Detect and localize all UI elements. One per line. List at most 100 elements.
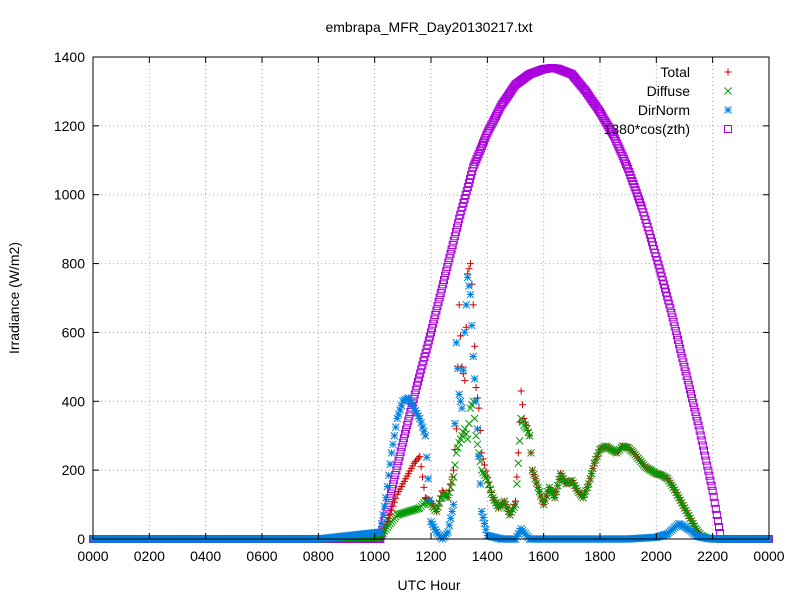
data-point [472,155,481,164]
data-point [616,147,625,156]
data-point [513,532,521,541]
x-tick-label: 2200 [697,548,728,564]
y-tick-label: 600 [62,324,86,340]
data-point [476,457,485,466]
data-point [669,317,678,326]
data-point [405,412,414,421]
data-point [684,380,693,389]
data-point [390,498,398,506]
data-point [525,431,534,440]
x-tick-label: 1400 [472,548,503,564]
data-point [453,223,461,232]
data-point [424,336,433,345]
data-point [456,397,465,406]
x-tick-label: 1600 [528,548,559,564]
data-point [470,414,479,423]
data-point [429,523,438,531]
data-point [611,134,620,143]
data-point [400,508,409,517]
data-point [584,480,593,488]
data-point [620,157,629,166]
data-point [442,267,451,276]
data-point [465,265,473,273]
data-point [473,152,482,161]
data-point [513,480,521,488]
data-point [620,442,628,451]
x-tick-label: 0600 [246,548,277,564]
data-point [435,293,444,302]
legend-label: 1380*cos(zth) [604,121,690,137]
data-point [614,142,623,151]
data-point [587,469,596,478]
data-point [388,506,396,514]
data-point [703,461,712,470]
data-point [487,489,496,498]
data-point [619,154,628,163]
data-point [467,321,476,330]
legend-label: Total [660,64,690,80]
data-point [535,487,544,496]
data-point [384,471,393,480]
data-point [679,358,688,367]
data-point [414,412,423,420]
data-point [667,481,676,490]
x-tick-label: 1000 [359,548,390,564]
data-point [466,260,474,268]
data-point [395,452,404,461]
data-point [410,404,418,413]
data-point [421,348,430,357]
data-point [387,449,396,457]
data-point [480,519,489,528]
data-point [514,459,523,468]
data-point [472,397,480,406]
data-point [695,426,704,435]
data-point [483,476,492,485]
x-tick-label: 0200 [134,548,165,564]
data-point [415,373,424,382]
data-point [666,304,675,313]
data-point [612,137,621,146]
data-point [396,447,405,456]
data-point [622,159,630,168]
data-point [674,335,682,344]
data-point [676,344,685,353]
data-point [671,326,680,335]
legend-label: Diffuse [647,83,691,99]
data-point [391,423,400,431]
data-point [428,324,437,333]
data-point [683,376,692,385]
data-point [665,477,673,485]
data-point [384,498,393,507]
data-point [482,525,490,534]
data-point [404,416,413,425]
data-point [531,474,540,483]
data-point [529,470,538,479]
grid-lines [93,57,769,539]
data-point [653,470,662,478]
data-point [551,493,559,502]
data-point [411,386,420,395]
data-point [415,414,424,423]
data-point [404,507,413,516]
data-point [431,310,440,319]
data-point [445,254,454,263]
data-point [435,498,444,507]
data-point [413,409,421,418]
x-tick-label: 0000 [753,548,784,564]
data-point [419,357,428,366]
chart-title: embrapa_MFR_Day20130217.txt [325,19,532,35]
data-point [463,435,472,444]
data-point [417,463,425,471]
data-point [696,431,705,440]
data-point [697,436,706,445]
data-point [450,466,458,474]
data-point [449,473,458,481]
data-point [514,529,523,538]
data-point [589,464,597,473]
x-tick-label: 2000 [641,548,672,564]
data-point [411,505,420,514]
data-point [470,160,479,169]
data-point [473,440,482,449]
data-point [449,500,458,509]
